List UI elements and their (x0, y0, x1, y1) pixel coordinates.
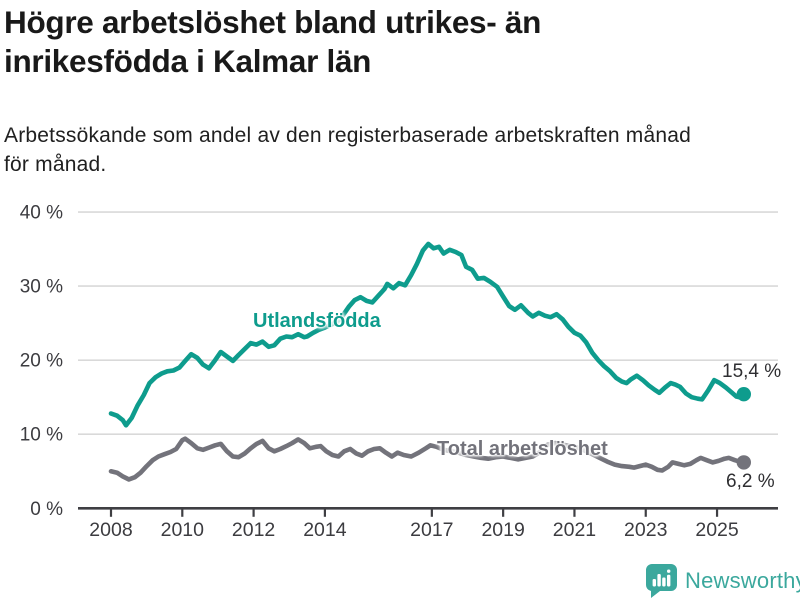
series-end-dot-utlandsfodda (736, 387, 751, 402)
end-value-label-total: 6,2 % (726, 471, 775, 492)
newsworthy-logo-icon (645, 564, 677, 598)
y-tick-label: 0 % (30, 499, 63, 520)
x-tick-label: 2014 (303, 519, 347, 541)
speech-bubble-shape (645, 564, 677, 598)
chart-subtitle-line1: Arbetssökande som andel av den registerb… (4, 124, 691, 147)
x-tick-label: 2021 (553, 519, 596, 541)
chart-title: Högre arbetslöshet bland utrikes- än inri… (4, 3, 764, 81)
series-line-total (108, 436, 747, 482)
series-label-utlandsfodda: Utlandsfödda (253, 310, 381, 332)
series-line-utlandsfodda (108, 241, 747, 428)
logo-bar-2 (657, 574, 661, 587)
end-value-label-utlandsfodda: 15,4 % (722, 361, 782, 382)
y-tick-label: 10 % (20, 425, 63, 446)
chart-subtitle-line2: för månad. (4, 152, 107, 176)
brand-footer: Newsworthy (643, 563, 800, 598)
series-end-dot-total (736, 455, 751, 470)
x-tick-label: 2019 (481, 519, 524, 541)
x-tick-label: 2012 (232, 519, 275, 541)
brand-name: Newsworthy (685, 567, 800, 593)
chart-subtitle: Arbetssökande som andel av den registerb… (4, 122, 796, 179)
y-tick-label: 40 % (20, 203, 63, 224)
series-label-total-arbetsloshet: Total arbetslöshet (437, 438, 608, 460)
x-tick-label: 2017 (410, 519, 453, 541)
logo-bar-3 (662, 577, 666, 587)
chart-title-line2: inrikesfödda i Kalmar län (4, 43, 372, 79)
x-tick-label: 2010 (161, 519, 205, 541)
logo-exclamation-dot (667, 569, 671, 573)
y-tick-label: 20 % (20, 351, 63, 372)
x-tick-label: 2023 (624, 519, 667, 541)
logo-bar-1 (652, 579, 656, 587)
logo-exclamation-bar (667, 574, 671, 587)
x-tick-label: 2025 (695, 519, 739, 541)
x-tick-label: 2008 (89, 519, 132, 541)
y-tick-label: 30 % (20, 277, 63, 298)
chart-title-line1: Högre arbetslöshet bland utrikes- än (4, 4, 542, 40)
